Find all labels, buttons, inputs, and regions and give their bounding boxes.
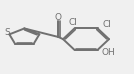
Text: OH: OH <box>101 48 115 57</box>
Text: Cl: Cl <box>69 18 78 27</box>
Text: Cl: Cl <box>102 20 111 29</box>
Text: O: O <box>55 13 62 22</box>
Text: S: S <box>5 28 10 37</box>
